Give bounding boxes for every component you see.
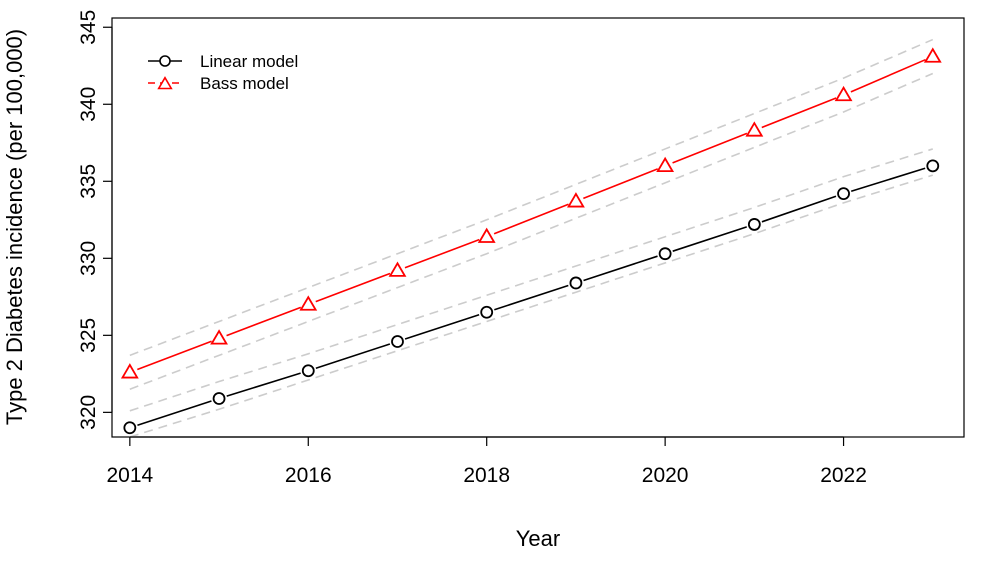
series-1-segment bbox=[583, 168, 658, 200]
bands-layer bbox=[129, 38, 934, 438]
series-0-segment bbox=[226, 372, 301, 397]
series-1-segment bbox=[137, 340, 212, 371]
series-1-point bbox=[210, 329, 228, 345]
series-1-point bbox=[388, 261, 407, 277]
series-1-point bbox=[745, 121, 764, 137]
y-axis-label: Type 2 Diabetes incidence (per 100,000) bbox=[2, 29, 27, 425]
legend-marker bbox=[157, 76, 173, 90]
series-0-point bbox=[569, 276, 583, 290]
legend-item-1: Bass model bbox=[148, 74, 289, 93]
series-1-point bbox=[923, 47, 942, 63]
y-axis: 320 325 330 335 340 345 bbox=[77, 10, 113, 430]
legend-label: Linear model bbox=[200, 52, 298, 71]
x-tick-label: 2018 bbox=[463, 464, 510, 487]
series-1-point bbox=[656, 156, 675, 173]
series-1-point bbox=[477, 227, 496, 243]
series-0-band-lower bbox=[129, 174, 934, 438]
series-0-point bbox=[212, 392, 226, 405]
series-1-segment bbox=[315, 272, 391, 303]
series-0-segment bbox=[404, 313, 480, 340]
x-tick-label: 2014 bbox=[106, 464, 153, 487]
series-1-segment bbox=[850, 58, 926, 93]
x-tick-label: 2020 bbox=[642, 464, 689, 487]
series-0-point bbox=[747, 218, 761, 231]
series-1-point bbox=[299, 295, 318, 311]
x-tick-label: 2022 bbox=[820, 464, 867, 487]
series-0-segment bbox=[583, 255, 658, 282]
series-1-segment bbox=[226, 306, 302, 337]
y-tick-label: 325 bbox=[77, 318, 100, 353]
series-0-segment bbox=[761, 195, 837, 223]
series-0-segment bbox=[315, 343, 391, 370]
series-0-point bbox=[837, 187, 850, 201]
series-0-point bbox=[123, 421, 137, 435]
series-0-point bbox=[480, 305, 494, 319]
x-tick-label: 2016 bbox=[285, 464, 332, 487]
y-tick-label: 335 bbox=[77, 164, 100, 199]
series-0 bbox=[123, 159, 940, 435]
series-0-point bbox=[391, 335, 404, 348]
series-1-band-upper bbox=[129, 38, 934, 357]
series-0-segment bbox=[494, 284, 569, 311]
series-1-segment bbox=[404, 238, 480, 269]
series-0-segment bbox=[850, 167, 926, 193]
series-1-segment bbox=[761, 97, 837, 129]
series-1-segment bbox=[493, 203, 569, 235]
series-0-segment bbox=[137, 400, 212, 427]
series-1-point bbox=[120, 363, 139, 379]
series-1-band-lower bbox=[129, 72, 934, 390]
y-tick-label: 330 bbox=[77, 241, 100, 276]
series-0-band-upper bbox=[129, 148, 934, 412]
y-tick-label: 320 bbox=[77, 395, 100, 430]
series-0-point bbox=[926, 159, 940, 173]
legend-item-0: Linear model bbox=[148, 52, 298, 71]
legend: Linear model Bass model bbox=[148, 52, 298, 93]
x-axis: 2014 2016 2018 2020 2022 bbox=[106, 436, 867, 487]
series-0-point bbox=[301, 364, 315, 378]
y-tick-label: 340 bbox=[77, 87, 100, 122]
series-0-point bbox=[658, 247, 672, 261]
series-1-point bbox=[834, 85, 853, 102]
legend-marker bbox=[159, 55, 171, 67]
series-layer bbox=[120, 47, 942, 435]
series-1-segment bbox=[672, 132, 748, 164]
series-0-segment bbox=[672, 226, 747, 252]
legend-label: Bass model bbox=[200, 74, 289, 93]
series-1 bbox=[120, 47, 942, 379]
series-1-point bbox=[567, 192, 585, 208]
y-tick-label: 345 bbox=[77, 10, 100, 45]
x-axis-label: Year bbox=[516, 526, 560, 551]
